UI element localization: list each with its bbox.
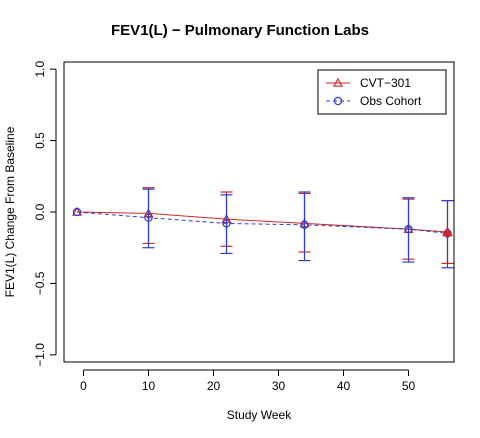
series-2 bbox=[72, 188, 454, 269]
x-axis-label: Study Week bbox=[226, 408, 292, 422]
x-tick-label: 20 bbox=[207, 379, 221, 393]
plot-area-frame bbox=[63, 61, 455, 363]
data-point bbox=[222, 219, 231, 228]
x-tick-label: 10 bbox=[142, 379, 156, 393]
series-line bbox=[76, 211, 448, 234]
y-tick-label: −1.0 bbox=[33, 343, 47, 367]
y-tick-label: 0.5 bbox=[33, 132, 47, 149]
data-point bbox=[144, 213, 153, 222]
data-point bbox=[72, 207, 82, 217]
legend-box bbox=[317, 69, 447, 115]
data-point bbox=[300, 220, 309, 230]
legend-marker-1 bbox=[332, 77, 344, 87]
series-1 bbox=[71, 187, 454, 265]
x-tick-label: 0 bbox=[80, 379, 87, 393]
data-point bbox=[404, 224, 413, 234]
legend-label-2: Obs Cohort bbox=[360, 94, 422, 108]
y-tick-label: 1.0 bbox=[33, 60, 47, 77]
y-tick-label: −0.5 bbox=[33, 271, 47, 295]
legend-marker-2 bbox=[333, 96, 343, 106]
y-tick-label: 0.0 bbox=[33, 203, 47, 220]
series-line bbox=[76, 211, 448, 233]
x-tick-label: 50 bbox=[402, 379, 416, 393]
x-tick-label: 40 bbox=[337, 379, 351, 393]
chart-title: FEV1(L) − Pulmonary Function Labs bbox=[111, 22, 369, 39]
x-tick-label: 30 bbox=[272, 379, 286, 393]
data-point-filled bbox=[442, 226, 453, 237]
legend-label-1: CVT−301 bbox=[360, 76, 411, 90]
